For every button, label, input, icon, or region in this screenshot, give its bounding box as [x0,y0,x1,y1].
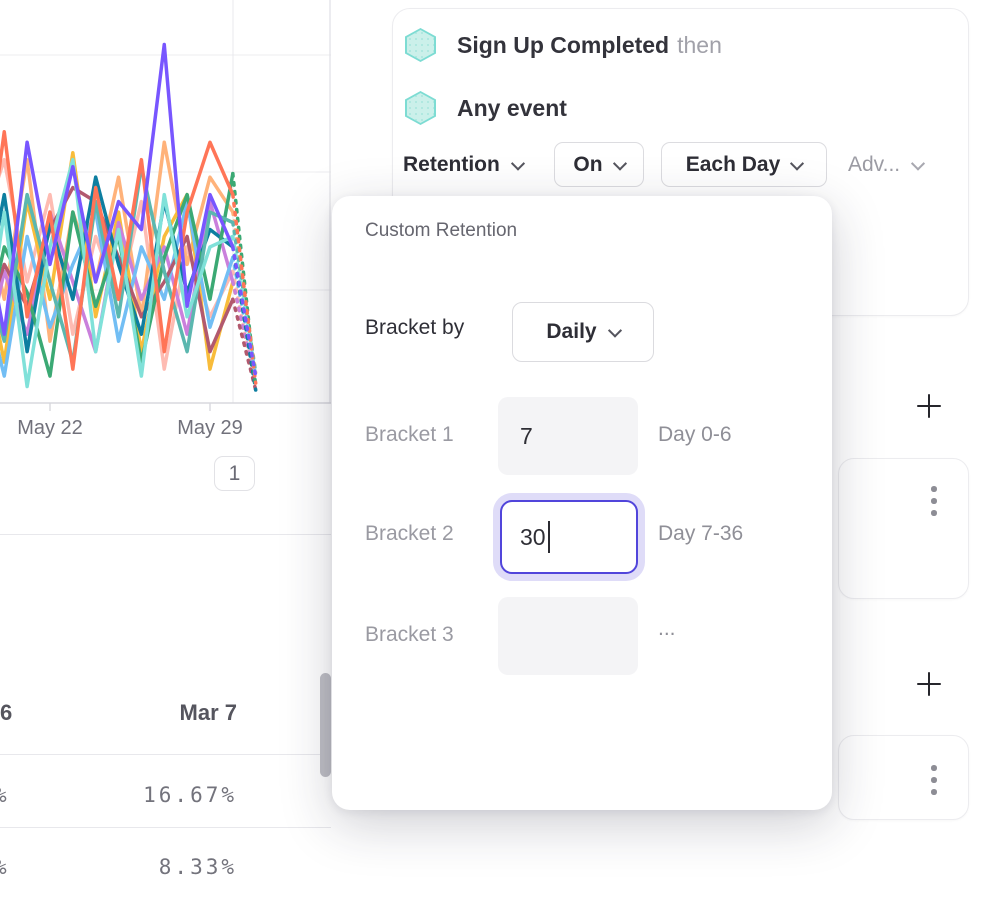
kebab-menu-icon[interactable] [929,484,939,518]
interval-dropdown-button[interactable]: Each Day [661,142,827,187]
bracket-2-label: Bracket 2 [365,522,454,545]
chevron-down-icon [612,156,627,171]
right-rail-card [838,735,969,820]
bracket-1-value: 7 [520,422,533,449]
measurement-dropdown[interactable]: Retention [403,142,525,187]
retention-line-chart [0,0,331,411]
chevron-down-icon [911,156,926,171]
interval-dropdown-label: Each Day [685,152,781,176]
chevron-down-icon [510,156,525,171]
bracket-2-input[interactable]: 30 [500,500,638,574]
bracket-3-range-hint: ... [658,617,676,640]
bracket-by-label: Bracket by [365,316,465,339]
bracket-3-label: Bracket 3 [365,623,454,646]
add-section-button[interactable] [917,394,941,418]
on-dropdown-label: On [573,152,603,176]
bracket-by-select[interactable]: Daily [512,302,654,362]
x-axis-tick-label: May 29 [177,417,243,439]
table-column-header-truncated: 6 [0,700,13,725]
chevron-down-icon [607,323,622,338]
bracket-2-range-hint: Day 7-36 [658,522,744,545]
text-cursor [547,521,550,553]
table-cell-retention-value: 16.67% [143,783,237,807]
event-hexagon-icon [405,91,436,125]
table-column-header-mar7: Mar 7 [179,700,237,725]
bracket-1-label: Bracket 1 [365,423,454,446]
on-dropdown-button[interactable]: On [554,142,644,187]
bracket-1-range-hint: Day 0-6 [658,423,732,446]
advanced-dropdown[interactable]: Adv... [848,142,926,187]
modal-title: Custom Retention [365,220,518,241]
right-rail-card [838,458,969,599]
bracket-2-value: 30 [520,523,546,550]
query-step-2[interactable]: Any event [405,91,567,125]
table-cell-truncated: % [0,855,10,879]
x-axis-tick-label: May 22 [17,417,83,439]
query-step-event-name: Any event [457,94,567,121]
query-step-1[interactable]: Sign Up Completed then [405,28,722,62]
pagination-page-1-button[interactable]: 1 [214,456,255,491]
table-cell-truncated: % [0,783,10,807]
measurement-dropdown-label: Retention [403,152,500,176]
bracket-1-input[interactable]: 7 [498,397,638,475]
bracket-by-value: Daily [546,320,597,343]
event-hexagon-icon [405,28,436,62]
table-row-divider [0,754,331,755]
query-step-connector: then [677,31,722,58]
query-step-event-name: Sign Up Completed then [457,31,722,58]
table-cell-retention-value: 8.33% [158,855,237,879]
section-divider [0,534,331,535]
kebab-menu-icon[interactable] [929,763,939,797]
vertical-scrollbar-thumb[interactable] [320,673,331,777]
chevron-down-icon [790,156,805,171]
advanced-dropdown-label: Adv... [848,152,901,176]
add-section-button[interactable] [917,672,941,696]
table-row-divider [0,827,331,828]
custom-retention-modal: Custom Retention Bracket by Daily Bracke… [332,196,832,810]
bracket-3-input[interactable] [498,597,638,675]
